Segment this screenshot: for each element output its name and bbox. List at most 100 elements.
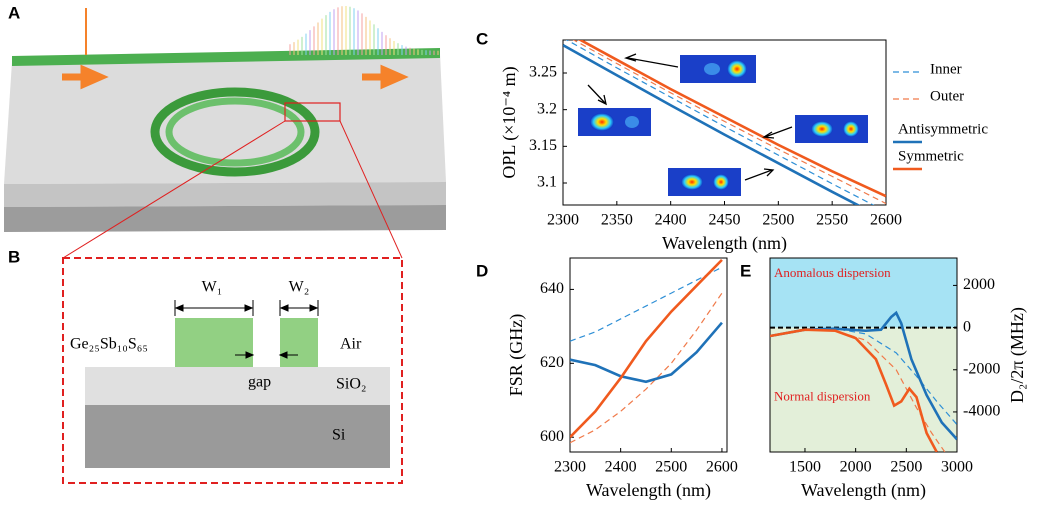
x-axis-label: Wavelength (nm) — [662, 233, 787, 254]
mode-spot — [625, 116, 639, 128]
x-tick-label: 2400 — [655, 212, 687, 229]
legend-label: Outer — [930, 88, 964, 104]
si-layer — [85, 405, 390, 468]
cross-section-box — [62, 257, 403, 484]
series-group — [563, 40, 886, 205]
series-line — [570, 321, 723, 384]
inner-ring — [165, 97, 305, 167]
legend-label: Symmetric — [898, 148, 964, 164]
arrow-out — [362, 64, 409, 90]
waveguide-2 — [280, 318, 318, 367]
si-label: Si — [332, 427, 346, 444]
sio2-layer — [85, 367, 390, 405]
x-tick-label: 2500 — [890, 459, 922, 476]
y-tick-label: 620 — [540, 354, 564, 371]
mode-image — [578, 108, 651, 136]
x-tick-label: 2550 — [816, 212, 848, 229]
x-tick-label: 2000 — [840, 459, 872, 476]
charts: 2300 2350 2400 2450 2500 2550 2600 3.1 3.15 3.2 3.… — [499, 39, 1028, 501]
series-line — [570, 258, 723, 439]
y-tick-label: 0 — [963, 318, 971, 335]
mode-spot — [811, 121, 833, 137]
x-axis-label: Wavelength (nm) — [801, 480, 926, 501]
arrow-in — [62, 64, 109, 90]
waveguide-1 — [175, 318, 253, 367]
y-tick-label: 640 — [540, 280, 564, 297]
y-tick-label: -2000 — [963, 360, 1000, 377]
y-tick-label: 600 — [540, 428, 564, 445]
panel-label: E — [740, 261, 751, 280]
panel-label: C — [476, 29, 488, 48]
chart: Anomalous dispersion Normal dispersion 150… — [769, 257, 1028, 501]
mode-spot — [590, 113, 614, 131]
comb-spectrum — [289, 6, 439, 55]
x-tick-label: 3000 — [941, 459, 973, 476]
panel-label: A — [8, 3, 20, 22]
x-tick-label: 2600 — [706, 459, 738, 476]
series-group — [770, 310, 957, 452]
series-line — [563, 43, 861, 205]
slab-bottom — [4, 205, 446, 232]
y-tick-label: 2000 — [963, 276, 995, 293]
pointer-arrows — [587, 53, 793, 181]
series-group — [570, 258, 723, 444]
x-tick-label: 2500 — [762, 212, 794, 229]
legend-label: Antisymmetric — [898, 121, 988, 137]
slab-front — [4, 182, 446, 207]
x-tick-label: 2450 — [709, 212, 741, 229]
air-label: Air — [340, 336, 362, 353]
gap-arrows — [235, 351, 298, 359]
panel-b: B W₁ W₂ Ge₂₅Sb₁₀S₆₅ Air gap SiO₂ Si — [8, 247, 403, 484]
chart: 2300 2350 2400 2450 2500 2550 2600 3.1 3.15 3.2 3.… — [499, 39, 988, 254]
region-label: Normal dispersion — [774, 389, 871, 404]
material-label: Ge₂₅Sb₁₀S₆₅ — [70, 336, 148, 353]
series-line — [770, 310, 957, 441]
panel-label: D — [476, 261, 488, 280]
y-tick-label: 3.2 — [537, 100, 557, 117]
panel-label: B — [8, 247, 20, 266]
y-tick-label: 3.25 — [529, 64, 557, 81]
mode-image — [668, 168, 741, 196]
series-line — [565, 40, 875, 205]
mode-spot — [727, 60, 747, 78]
series-line — [577, 40, 886, 198]
plot-frame — [769, 257, 958, 453]
panel-a: A — [4, 3, 446, 259]
y-tick-label: 3.1 — [537, 174, 557, 191]
slab-top — [4, 54, 446, 184]
chart: 2300 2400 2500 2600 600 620 640 Wavelength (nm)… — [506, 257, 738, 501]
x-tick-label: 2500 — [655, 459, 687, 476]
zoom-line — [339, 120, 403, 259]
zoom-box — [284, 102, 341, 122]
legend-label: Inner — [930, 61, 962, 77]
series-line — [770, 328, 938, 452]
y-axis-label: OPL (×10⁻⁴ m) — [499, 66, 520, 178]
w1-label: W₁ — [202, 279, 223, 296]
x-tick-label: 2300 — [547, 212, 579, 229]
mode-spot — [713, 174, 729, 190]
x-tick-label: 2400 — [605, 459, 637, 476]
x-tick-label: 1500 — [789, 459, 821, 476]
y-axis-label: D₂/2π (MHz) — [1007, 307, 1028, 403]
mode-insets — [578, 53, 868, 196]
w2-label: W₂ — [289, 279, 310, 296]
series-line — [570, 292, 723, 444]
dim-arrows — [174, 304, 319, 312]
region — [770, 258, 957, 328]
mode-spot — [704, 63, 720, 75]
x-tick-label: 2350 — [601, 212, 633, 229]
sio2-label: SiO₂ — [336, 376, 366, 393]
gap-label: gap — [248, 374, 271, 391]
mode-spot — [681, 174, 703, 190]
region-label: Anomalous dispersion — [774, 265, 891, 280]
series-line — [572, 40, 886, 205]
bus-waveguide — [12, 48, 440, 66]
x-tick-label: 2300 — [554, 459, 586, 476]
x-tick-label: 2600 — [870, 212, 902, 229]
y-axis-label: FSR (GHz) — [506, 314, 527, 397]
plot-frame — [569, 257, 728, 453]
mode-spot — [843, 121, 859, 137]
zoom-line — [62, 120, 286, 259]
y-tick-label: 3.15 — [529, 137, 557, 154]
